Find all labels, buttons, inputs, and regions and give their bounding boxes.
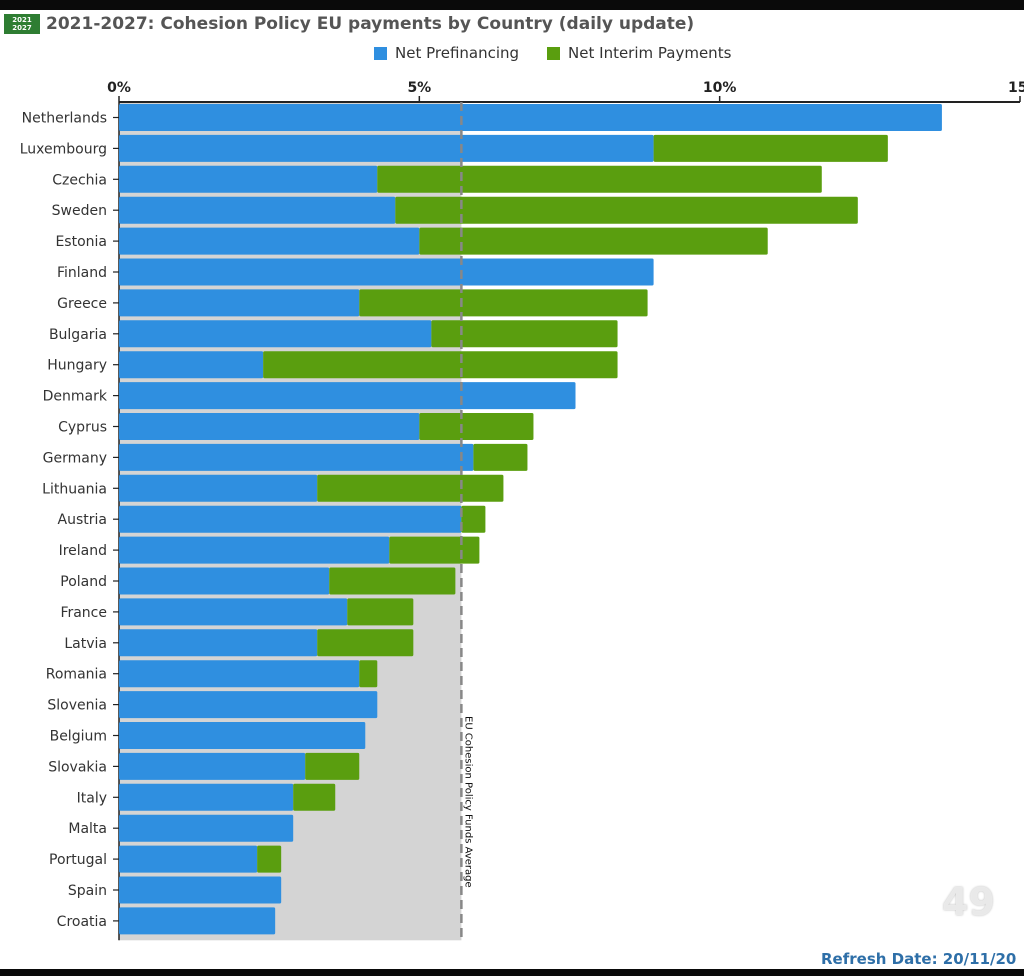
category-label: Czechia bbox=[52, 172, 107, 188]
bar-interim bbox=[473, 443, 528, 471]
category-label: Poland bbox=[60, 574, 107, 590]
bar-interim bbox=[317, 474, 504, 502]
bar-chart: 0% 5% 10% 15 Netherlands Luxembourg Czechia Swe… bbox=[20, 80, 1024, 941]
bar-interim bbox=[653, 134, 888, 162]
page-number: 49 bbox=[942, 880, 995, 924]
chart-title: 2021-2027: Cohesion Policy EU payments b… bbox=[46, 14, 695, 34]
x-tick-label: 5% bbox=[407, 80, 431, 96]
category-label: Slovenia bbox=[47, 698, 107, 714]
bar-interim bbox=[263, 351, 618, 379]
bar-interim bbox=[389, 536, 480, 564]
category-label: Germany bbox=[43, 450, 107, 466]
bar-prefinancing bbox=[119, 629, 318, 657]
bottom-border bbox=[0, 969, 1024, 976]
category-label: Portugal bbox=[49, 852, 107, 868]
x-tick-label: 0% bbox=[107, 80, 131, 96]
bar-prefinancing bbox=[119, 320, 432, 348]
bar-prefinancing bbox=[119, 567, 330, 595]
category-label: Greece bbox=[57, 296, 107, 312]
category-label: Spain bbox=[68, 883, 107, 899]
category-label: Sweden bbox=[52, 203, 107, 219]
bar-prefinancing bbox=[119, 814, 294, 842]
bar-interim bbox=[419, 227, 768, 255]
bar-interim bbox=[359, 289, 648, 317]
category-label: Austria bbox=[58, 512, 107, 528]
category-label: Belgium bbox=[50, 729, 107, 745]
bar-prefinancing bbox=[119, 104, 942, 131]
legend-item-prefinancing[interactable]: Net Prefinancing bbox=[374, 44, 519, 62]
bar-interim bbox=[461, 505, 486, 533]
bar-prefinancing bbox=[119, 722, 366, 749]
bar-interim bbox=[377, 165, 822, 193]
bar-prefinancing bbox=[119, 382, 576, 410]
bar-prefinancing bbox=[119, 536, 390, 564]
bar-prefinancing bbox=[119, 598, 348, 626]
legend-swatch-interim bbox=[547, 46, 561, 60]
category-label: Lithuania bbox=[42, 481, 107, 497]
bar-prefinancing bbox=[119, 134, 654, 162]
bar-interim bbox=[305, 752, 360, 780]
bar-prefinancing bbox=[119, 443, 474, 471]
category-label: Slovakia bbox=[48, 759, 107, 775]
legend: Net Prefinancing Net Interim Payments bbox=[374, 44, 759, 62]
x-tick-label: 15 bbox=[1008, 80, 1024, 96]
legend-swatch-prefinancing bbox=[374, 46, 387, 60]
bar-interim bbox=[293, 783, 336, 811]
bar-prefinancing bbox=[119, 474, 318, 502]
bar-prefinancing bbox=[119, 351, 264, 379]
category-label: Italy bbox=[77, 790, 107, 806]
bar-prefinancing bbox=[119, 783, 294, 811]
bar-prefinancing bbox=[119, 165, 378, 193]
legend-label-interim: Net Interim Payments bbox=[568, 44, 732, 62]
bar-prefinancing bbox=[119, 907, 276, 935]
category-label: Netherlands bbox=[22, 111, 107, 127]
bar-prefinancing bbox=[119, 845, 258, 873]
category-label: Malta bbox=[68, 821, 107, 837]
bar-prefinancing bbox=[119, 876, 282, 904]
category-label: Denmark bbox=[43, 389, 108, 405]
bar-prefinancing bbox=[119, 227, 420, 255]
bar-prefinancing bbox=[119, 289, 360, 317]
bar-interim bbox=[395, 196, 858, 224]
average-line-label: EU Cohesion Policy Funds Average bbox=[462, 716, 473, 888]
category-label: Cyprus bbox=[58, 420, 107, 436]
category-label: Hungary bbox=[47, 358, 107, 374]
bar-interim bbox=[359, 660, 378, 688]
bar-interim bbox=[419, 413, 534, 440]
bar-prefinancing bbox=[119, 752, 306, 780]
badge-line-2: 2027 bbox=[12, 24, 32, 32]
top-border bbox=[0, 0, 1024, 10]
bar-prefinancing bbox=[119, 196, 396, 224]
bar-interim bbox=[347, 598, 414, 626]
legend-item-interim[interactable]: Net Interim Payments bbox=[547, 44, 731, 62]
category-label: Estonia bbox=[55, 234, 107, 250]
category-label: Luxembourg bbox=[20, 141, 107, 157]
refresh-date: Refresh Date: 20/11/20 bbox=[821, 950, 1017, 968]
bar-interim bbox=[329, 567, 456, 595]
category-label: Ireland bbox=[59, 543, 107, 559]
badge-line-1: 2021 bbox=[12, 16, 32, 24]
bar-prefinancing bbox=[119, 413, 420, 440]
category-label: Latvia bbox=[64, 636, 107, 652]
bar-prefinancing bbox=[119, 258, 654, 286]
period-badge: 2021 2027 bbox=[4, 14, 40, 34]
category-label: France bbox=[60, 605, 107, 621]
bar-prefinancing bbox=[119, 505, 462, 533]
category-label: Bulgaria bbox=[49, 327, 107, 343]
bar-interim bbox=[317, 629, 414, 657]
bar-interim bbox=[257, 845, 282, 873]
category-label: Croatia bbox=[57, 914, 107, 930]
bar-prefinancing bbox=[119, 691, 378, 719]
legend-label-prefinancing: Net Prefinancing bbox=[395, 44, 520, 62]
bar-interim bbox=[431, 320, 618, 348]
category-label: Romania bbox=[46, 667, 107, 683]
bar-prefinancing bbox=[119, 660, 360, 688]
category-label: Finland bbox=[57, 265, 107, 281]
x-tick-label: 10% bbox=[703, 80, 737, 96]
